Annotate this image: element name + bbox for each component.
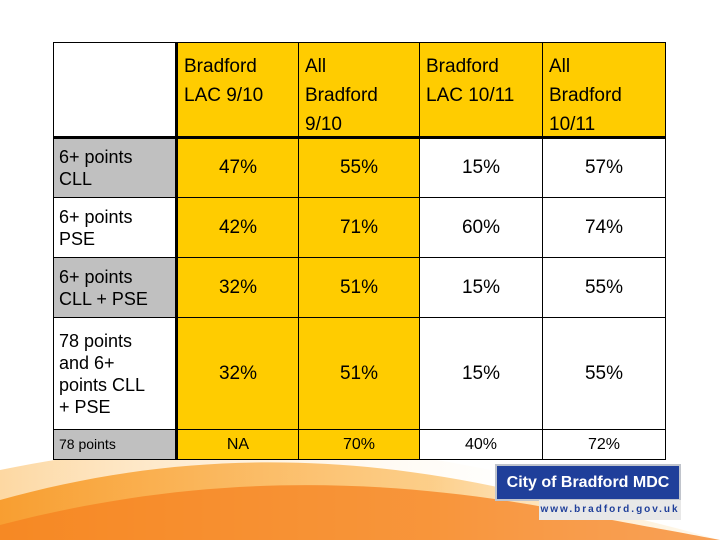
row-label: 6+ points CLL [53, 137, 178, 198]
row-label: 6+ points CLL + PSE [53, 257, 178, 318]
table-cell: 57% [542, 137, 666, 198]
table-cell: 15% [419, 317, 543, 430]
row-label: 78 points and 6+ points CLL + PSE [53, 317, 178, 430]
column-header: All Bradford 9/10 [298, 42, 420, 139]
table-cell: 42% [176, 197, 299, 258]
corner-cell [53, 42, 178, 139]
logo-url: www.bradford.gov.uk [539, 500, 681, 520]
table-row: 78 points and 6+ points CLL + PSE 32% 51% 1… [53, 317, 666, 430]
table-cell: 15% [419, 257, 543, 318]
table-cell: 47% [176, 137, 299, 198]
logo-title: City of Bradford MDC [495, 464, 681, 501]
table-cell: 55% [542, 257, 666, 318]
column-header: Bradford LAC 10/11 [419, 42, 543, 139]
header-row: Bradford LAC 9/10 All Bradford 9/10 Bradfor… [53, 42, 666, 139]
table-cell: 70% [298, 429, 420, 460]
table-cell: 51% [298, 317, 420, 430]
table-cell: 40% [419, 429, 543, 460]
table-cell: 74% [542, 197, 666, 258]
results-table: Bradford LAC 9/10 All Bradford 9/10 Bradfor… [53, 42, 666, 460]
table-cell: 60% [419, 197, 543, 258]
table-cell: 55% [542, 317, 666, 430]
table-cell: 51% [298, 257, 420, 318]
column-header: Bradford LAC 9/10 [176, 42, 299, 139]
table-cell: 15% [419, 137, 543, 198]
table-cell: 32% [176, 257, 299, 318]
column-header: All Bradford 10/11 [542, 42, 666, 139]
table-row: 78 points NA 70% 40% 72% [53, 429, 666, 460]
table-row: 6+ points PSE 42% 71% 60% 74% [53, 197, 666, 258]
table-cell: 71% [298, 197, 420, 258]
row-label: 6+ points PSE [53, 197, 178, 258]
table-cell: 72% [542, 429, 666, 460]
table-cell: NA [176, 429, 299, 460]
table-cell: 32% [176, 317, 299, 430]
table-cell: 55% [298, 137, 420, 198]
table-row: 6+ points CLL + PSE 32% 51% 15% 55% [53, 257, 666, 318]
city-of-bradford-logo: City of Bradford MDC www.bradford.gov.uk [495, 464, 681, 520]
table-row: 6+ points CLL 47% 55% 15% 57% [53, 137, 666, 198]
row-label: 78 points [53, 429, 178, 460]
